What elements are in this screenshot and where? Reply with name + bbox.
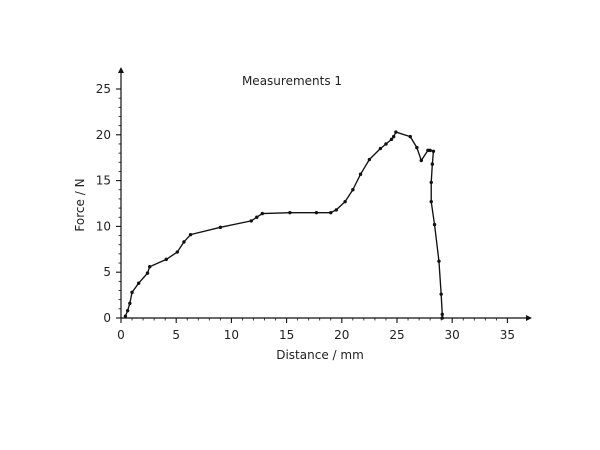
data-point (431, 149, 436, 153)
data-point (175, 250, 180, 254)
data-point (288, 210, 292, 215)
data-point (125, 308, 130, 313)
data-point (351, 188, 355, 192)
data-point (428, 148, 432, 153)
data-point (334, 208, 338, 212)
x-tick-label: 5 (172, 328, 180, 342)
series-line (124, 131, 443, 319)
data-point (408, 134, 412, 139)
data-point (429, 199, 433, 204)
series-layer (123, 130, 444, 320)
data-point (437, 259, 441, 263)
data-point (218, 225, 223, 230)
x-tick-label: 0 (117, 328, 125, 342)
y-tick-label: 0 (103, 311, 111, 325)
data-point (440, 312, 444, 317)
x-tick-label: 20 (334, 328, 349, 342)
data-point (430, 162, 435, 166)
y-tick-label: 25 (96, 82, 111, 96)
x-tick-label: 25 (389, 328, 404, 342)
data-point (384, 142, 388, 146)
data-point (188, 232, 193, 237)
data-point (378, 146, 383, 151)
data-point (249, 219, 253, 223)
ticks: 0 5 10 15 20 25 30 35 0 5 10 15 20 25 (96, 82, 515, 342)
data-point (136, 281, 141, 285)
data-point (123, 314, 128, 318)
x-tick-label: 35 (500, 328, 515, 342)
data-point (182, 240, 186, 244)
data-point (391, 134, 396, 139)
data-point (260, 211, 265, 216)
chart-title: Measurements 1 (242, 74, 342, 88)
data-point (432, 222, 437, 227)
data-point (128, 301, 132, 306)
y-axis-title: Force / N (73, 178, 87, 231)
x-tick-label: 15 (279, 328, 294, 342)
data-point (419, 158, 423, 163)
data-point (130, 290, 134, 295)
data-point (429, 180, 433, 185)
data-point (439, 292, 443, 296)
data-point (415, 145, 419, 150)
data-point (389, 137, 394, 142)
y-axis-arrow (118, 67, 124, 73)
data-point (329, 210, 333, 215)
data-point (255, 215, 259, 219)
x-tick-label: 10 (224, 328, 239, 342)
data-point (148, 265, 152, 269)
y-tick-label: 20 (96, 128, 111, 142)
x-axis-arrow (526, 315, 532, 321)
data-point (314, 210, 319, 215)
y-tick-label: 15 (96, 174, 111, 188)
data-point (343, 199, 347, 204)
y-tick-label: 5 (103, 265, 111, 279)
axes (118, 67, 532, 321)
data-point (164, 257, 168, 262)
data-point (440, 316, 444, 320)
data-point (145, 271, 150, 275)
data-point (367, 157, 372, 162)
x-tick-label: 30 (445, 328, 460, 342)
data-point (394, 130, 398, 134)
x-axis-title: Distance / mm (276, 348, 364, 362)
data-point (358, 172, 363, 176)
y-tick-label: 10 (96, 219, 111, 233)
